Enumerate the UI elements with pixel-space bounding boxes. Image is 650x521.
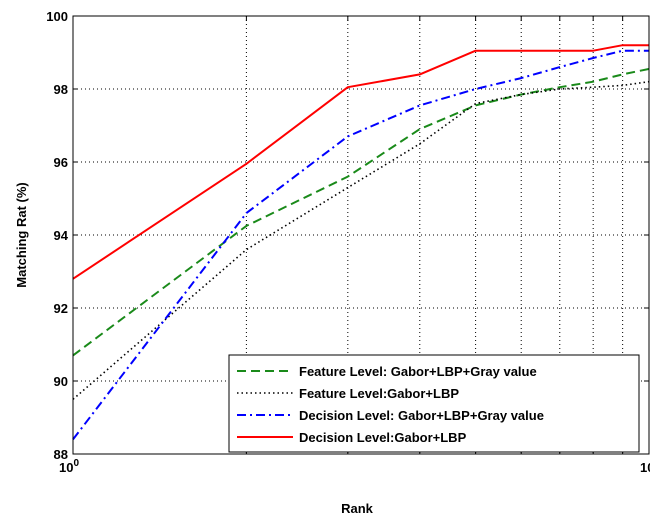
ticks: 88 90 92 94 96 98 100 100 10 xyxy=(46,9,650,475)
y-tick-label: 92 xyxy=(54,301,68,316)
y-tick-label: 94 xyxy=(54,228,69,243)
legend-box xyxy=(228,354,640,453)
y-tick-label: 90 xyxy=(54,374,68,389)
series-line-1 xyxy=(72,67,650,357)
y-tick-label: 100 xyxy=(46,9,68,24)
x-tick-label: 100 xyxy=(59,458,79,475)
legend-label-2: Feature Level:Gabor+LBP xyxy=(299,386,459,401)
legend-label-3: Decision Level: Gabor+LBP+Gray value xyxy=(299,408,544,423)
legend-label-1: Feature Level: Gabor+LBP+Gray value xyxy=(299,364,537,379)
x-axis-label: Rank xyxy=(341,501,374,516)
y-tick-label: 98 xyxy=(54,82,68,97)
series-line-2 xyxy=(72,80,650,400)
series-layer xyxy=(72,44,650,441)
series-line-3 xyxy=(72,49,649,441)
y-tick-label: 88 xyxy=(54,447,68,462)
y-tick-label: 96 xyxy=(54,155,68,170)
legend-label-4: Decision Level:Gabor+LBP xyxy=(299,430,467,445)
x-tick-label: 10 xyxy=(640,460,650,475)
y-axis-label: Matching Rat (%) xyxy=(14,182,29,287)
legend: Feature Level: Gabor+LBP+Gray value Featu… xyxy=(228,354,640,453)
series-line-4 xyxy=(72,44,649,280)
